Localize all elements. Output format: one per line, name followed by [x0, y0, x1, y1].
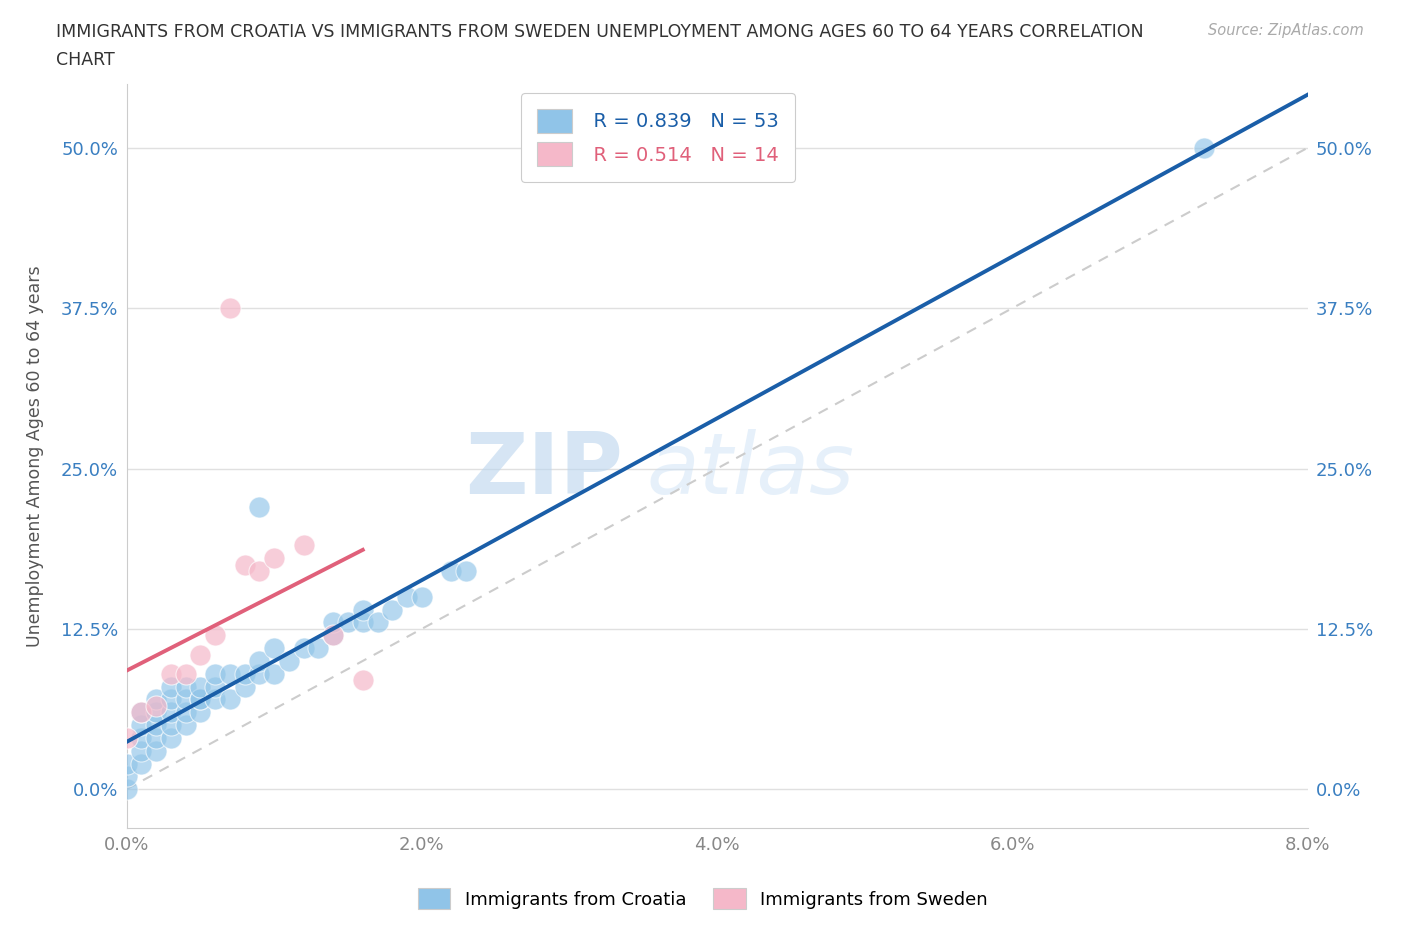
- Point: [174, 718, 197, 733]
- Point: [278, 654, 301, 669]
- Text: IMMIGRANTS FROM CROATIA VS IMMIGRANTS FROM SWEDEN UNEMPLOYMENT AMONG AGES 60 TO : IMMIGRANTS FROM CROATIA VS IMMIGRANTS FR…: [56, 23, 1144, 41]
- Point: [129, 730, 153, 745]
- Point: [129, 743, 153, 758]
- Text: Source: ZipAtlas.com: Source: ZipAtlas.com: [1208, 23, 1364, 38]
- Point: [352, 672, 374, 687]
- Point: [247, 654, 270, 669]
- Point: [322, 628, 344, 643]
- Point: [145, 705, 167, 720]
- Point: [247, 666, 270, 681]
- Point: [174, 705, 197, 720]
- Point: [115, 782, 138, 797]
- Point: [174, 666, 197, 681]
- Point: [204, 692, 226, 707]
- Point: [322, 628, 344, 643]
- Point: [454, 564, 477, 578]
- Point: [204, 679, 226, 694]
- Legend:   R = 0.839   N = 53,   R = 0.514   N = 14: R = 0.839 N = 53, R = 0.514 N = 14: [522, 93, 794, 181]
- Point: [233, 557, 256, 572]
- Point: [188, 647, 211, 662]
- Point: [188, 679, 211, 694]
- Point: [115, 730, 138, 745]
- Point: [337, 615, 360, 630]
- Point: [263, 551, 285, 565]
- Text: atlas: atlas: [647, 429, 855, 512]
- Point: [263, 666, 285, 681]
- Point: [145, 692, 167, 707]
- Point: [160, 666, 183, 681]
- Point: [160, 679, 183, 694]
- Y-axis label: Unemployment Among Ages 60 to 64 years: Unemployment Among Ages 60 to 64 years: [27, 265, 44, 646]
- Point: [352, 603, 374, 618]
- Point: [411, 590, 433, 604]
- Point: [307, 641, 329, 656]
- Point: [160, 692, 183, 707]
- Point: [129, 705, 153, 720]
- Point: [247, 564, 270, 578]
- Point: [188, 705, 211, 720]
- Point: [263, 641, 285, 656]
- Point: [115, 756, 138, 771]
- Point: [322, 615, 344, 630]
- Text: CHART: CHART: [56, 51, 115, 69]
- Point: [160, 718, 183, 733]
- Point: [145, 730, 167, 745]
- Point: [160, 705, 183, 720]
- Point: [115, 769, 138, 784]
- Point: [219, 300, 242, 315]
- Point: [188, 692, 211, 707]
- Legend: Immigrants from Croatia, Immigrants from Sweden: Immigrants from Croatia, Immigrants from…: [411, 881, 995, 916]
- Point: [233, 679, 256, 694]
- Point: [129, 718, 153, 733]
- Point: [174, 692, 197, 707]
- Point: [129, 705, 153, 720]
- Point: [381, 603, 404, 618]
- Point: [247, 499, 270, 514]
- Point: [145, 698, 167, 713]
- Point: [145, 743, 167, 758]
- Point: [1192, 140, 1215, 155]
- Point: [396, 590, 419, 604]
- Point: [352, 615, 374, 630]
- Point: [292, 641, 315, 656]
- Point: [219, 692, 242, 707]
- Point: [160, 730, 183, 745]
- Point: [292, 538, 315, 553]
- Point: [204, 666, 226, 681]
- Point: [204, 628, 226, 643]
- Point: [219, 666, 242, 681]
- Point: [129, 756, 153, 771]
- Point: [233, 666, 256, 681]
- Point: [366, 615, 388, 630]
- Text: ZIP: ZIP: [465, 429, 623, 512]
- Point: [440, 564, 463, 578]
- Point: [174, 679, 197, 694]
- Point: [188, 692, 211, 707]
- Point: [145, 718, 167, 733]
